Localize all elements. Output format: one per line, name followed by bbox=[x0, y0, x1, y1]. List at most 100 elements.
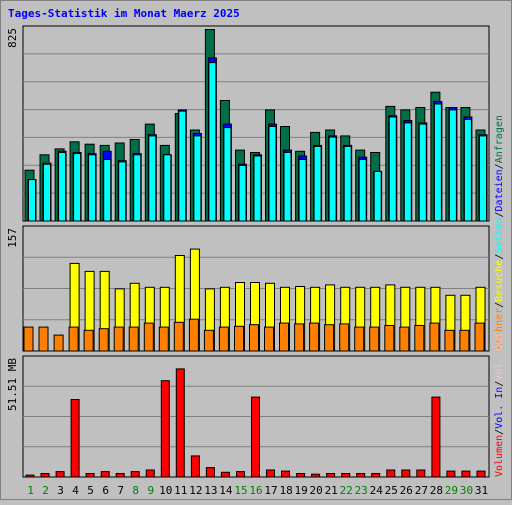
bar-volumen-day-10 bbox=[160, 380, 170, 478]
x-tick-label-day-2: 2 bbox=[42, 484, 49, 497]
bar-rechner-day-23 bbox=[354, 326, 365, 352]
bar-rechner-day-3 bbox=[53, 334, 64, 352]
x-tick-label-day-21: 21 bbox=[325, 484, 338, 497]
bar-volumen-day-6 bbox=[100, 471, 110, 478]
x-tick-label-day-4: 4 bbox=[72, 484, 79, 497]
panel-visits: 157 bbox=[6, 225, 490, 352]
bar-rechner-day-25 bbox=[384, 325, 395, 352]
bar-volumen-day-17 bbox=[266, 469, 275, 478]
x-tick-label-day-9: 9 bbox=[147, 484, 154, 497]
bar-rechner-day-21 bbox=[324, 324, 335, 352]
bar-rechner-day-10 bbox=[158, 326, 169, 352]
bar-volumen-day-31 bbox=[476, 470, 486, 478]
x-tick-label-day-23: 23 bbox=[355, 484, 368, 497]
bar-volumen-day-19 bbox=[296, 473, 306, 478]
chart-title: Tages-Statistik im Monat Maerz 2025 bbox=[8, 7, 240, 20]
bar-rechner-day-2 bbox=[38, 326, 49, 352]
legend-separator: / bbox=[494, 211, 505, 217]
bar-rechner-day-24 bbox=[369, 326, 380, 352]
bar-volumen-day-21 bbox=[326, 473, 336, 478]
legend-separator: / bbox=[494, 163, 505, 169]
legend-separator: / bbox=[494, 254, 505, 260]
x-tick-label-day-18: 18 bbox=[279, 484, 292, 497]
bar-volumen-day-3 bbox=[55, 471, 65, 478]
bar-rechner-day-20 bbox=[309, 322, 320, 352]
bar-volumen-day-15 bbox=[236, 471, 245, 478]
bar-seiten-day-28 bbox=[433, 103, 442, 222]
x-tick-label-day-6: 6 bbox=[102, 484, 109, 497]
legend-entry-besuche: Besuche bbox=[494, 260, 505, 302]
bar-seiten-day-24 bbox=[373, 170, 382, 222]
bar-volumen-day-9 bbox=[145, 469, 155, 478]
bar-rechner-day-4 bbox=[68, 326, 79, 352]
bar-seiten-day-5 bbox=[88, 154, 97, 222]
x-tick-label-day-13: 13 bbox=[204, 484, 217, 497]
bar-seiten-day-15 bbox=[238, 165, 247, 222]
x-tick-label-day-27: 27 bbox=[415, 484, 428, 497]
bar-seiten-day-16 bbox=[253, 155, 262, 222]
x-tick-label-day-30: 30 bbox=[460, 484, 473, 497]
x-tick-label-day-24: 24 bbox=[370, 484, 384, 497]
bar-rechner-day-6 bbox=[98, 328, 109, 352]
bar-seiten-day-19 bbox=[298, 159, 307, 222]
bar-seiten-day-26 bbox=[403, 122, 412, 222]
bar-seiten-day-10 bbox=[163, 154, 172, 222]
bar-seiten-day-13 bbox=[208, 62, 217, 222]
panel-max-label-volume: 51.51 MB bbox=[6, 358, 19, 411]
bar-volumen-day-18 bbox=[281, 470, 290, 478]
x-tick-label-day-20: 20 bbox=[309, 484, 322, 497]
bar-volumen-day-29 bbox=[446, 470, 456, 478]
bar-volumen-day-26 bbox=[401, 469, 411, 478]
bar-seiten-day-4 bbox=[73, 153, 82, 222]
x-tick-label-day-17: 17 bbox=[264, 484, 277, 497]
bar-seiten-day-25 bbox=[388, 116, 397, 222]
bar-seiten-day-30 bbox=[463, 118, 472, 222]
x-tick-label-day-10: 10 bbox=[159, 484, 172, 497]
bar-seiten-day-1 bbox=[28, 179, 36, 222]
bar-rechner-day-26 bbox=[399, 326, 410, 352]
bar-rechner-day-11 bbox=[173, 321, 184, 352]
bar-volumen-day-4 bbox=[70, 399, 80, 478]
bar-seiten-day-3 bbox=[58, 152, 67, 222]
legend-entry-rechner: Rechner bbox=[494, 308, 505, 350]
panel-max-label-requests: 825 bbox=[6, 28, 19, 48]
bar-seiten-day-18 bbox=[283, 152, 292, 222]
x-tick-label-day-16: 16 bbox=[249, 484, 262, 497]
bar-volumen-day-22 bbox=[341, 473, 351, 478]
bar-volumen-day-25 bbox=[386, 469, 396, 478]
bar-volumen-day-12 bbox=[190, 455, 200, 478]
bar-rechner-day-7 bbox=[113, 326, 124, 352]
x-tick-label-day-12: 12 bbox=[189, 484, 202, 497]
bar-seiten-day-21 bbox=[328, 136, 337, 222]
x-tick-label-day-5: 5 bbox=[87, 484, 94, 497]
bar-volumen-day-27 bbox=[416, 469, 426, 478]
bar-seiten-day-20 bbox=[313, 146, 322, 222]
bar-volumen-day-16 bbox=[251, 396, 260, 478]
bar-seiten-day-27 bbox=[418, 123, 427, 222]
bar-volumen-day-2 bbox=[40, 473, 50, 478]
bar-rechner-day-17 bbox=[264, 326, 274, 352]
bar-rechner-day-19 bbox=[294, 323, 305, 352]
x-tick-label-day-26: 26 bbox=[400, 484, 413, 497]
bar-volumen-day-20 bbox=[311, 473, 321, 478]
bar-rechner-day-27 bbox=[414, 325, 425, 352]
bar-seiten-day-31 bbox=[479, 135, 487, 222]
legend-entry-dateien: Dateien bbox=[494, 169, 505, 211]
bar-rechner-day-5 bbox=[83, 329, 94, 352]
bar-seiten-day-14 bbox=[223, 127, 232, 222]
bar-rechner-day-15 bbox=[234, 325, 244, 352]
legend-lower: Volumen/Vol. In/Vol. Out bbox=[494, 332, 505, 477]
bar-seiten-day-11 bbox=[178, 110, 187, 222]
bar-rechner-day-16 bbox=[249, 324, 259, 352]
x-tick-label-day-14: 14 bbox=[219, 484, 233, 497]
bar-rechner-day-29 bbox=[444, 329, 455, 352]
bar-rechner-day-12 bbox=[188, 318, 199, 352]
panel-requests: 825 bbox=[6, 25, 490, 222]
legend: Rechner/Besuche/Seiten/Dateien/AnfragenV… bbox=[494, 115, 505, 477]
bar-rechner-day-28 bbox=[429, 322, 440, 352]
legend-entry-anfragen: Anfragen bbox=[494, 115, 505, 163]
legend-entry-vol-in: Vol. In bbox=[494, 387, 505, 429]
legend-separator: / bbox=[494, 381, 505, 387]
